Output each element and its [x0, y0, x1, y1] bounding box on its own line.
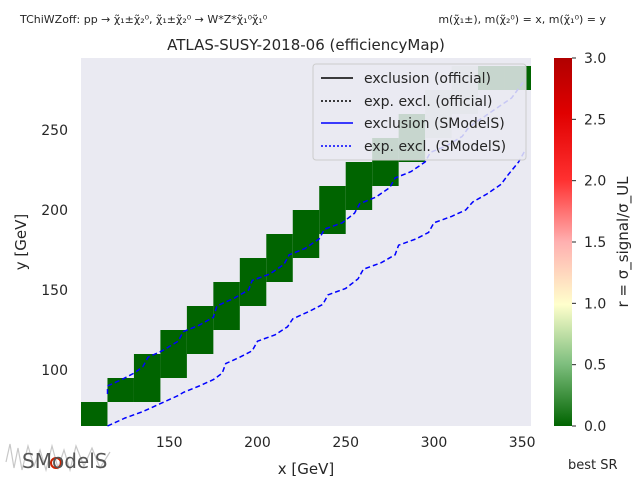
- y-tick-label: 250: [41, 123, 68, 139]
- mass-note: m(χ̃₁±), m(χ̃₂⁰) = x, m(χ̃₁⁰) = y: [438, 13, 606, 26]
- logo-wave-icon: [5, 443, 111, 473]
- heatmap-cell: [239, 258, 267, 282]
- colorbar-tick-label: 2.0: [584, 174, 606, 190]
- heatmap-cell: [319, 210, 346, 234]
- y-tick-label: 150: [41, 283, 68, 299]
- colorbar-tick-label: 3.0: [584, 51, 606, 67]
- heatmap-cell: [186, 306, 214, 330]
- exp-excl-smodels-curve: [106, 78, 527, 394]
- heatmap-cell: [81, 402, 108, 426]
- heatmap-cell: [292, 210, 320, 234]
- y-tick-label: 200: [41, 203, 68, 219]
- heatmap-cell: [213, 306, 240, 330]
- heatmap-cell: [160, 354, 187, 378]
- heatmap-cell: [107, 378, 134, 402]
- colorbar-tick-label: 1.0: [584, 296, 606, 312]
- y-tick-label: 100: [41, 363, 68, 379]
- x-tick-label: 200: [244, 435, 271, 451]
- x-tick-label: 250: [332, 435, 359, 451]
- colorbar-tick-label: 0.5: [584, 358, 606, 374]
- heatmap-cell: [319, 186, 346, 210]
- exclusion-curves: [106, 78, 527, 427]
- colorbar-label: r = σ_signal/σ_UL: [614, 176, 633, 308]
- heatmap-cell: [133, 378, 161, 402]
- colorbar-tick-label: 2.5: [584, 112, 606, 128]
- y-ticks: 100 150 200 250: [41, 123, 68, 379]
- y-axis-label: y [GeV]: [12, 214, 30, 270]
- colorbar-tick-label: 1.5: [584, 235, 606, 251]
- heatmap-cell: [160, 330, 187, 354]
- best-sr-label: best SR: [568, 458, 618, 473]
- heatmap-cell: [239, 282, 267, 306]
- heatmap-cell: [266, 258, 293, 282]
- heatmap-cell: [345, 162, 373, 186]
- x-axis-label: x [GeV]: [278, 460, 334, 478]
- colorbar-tick-label: 0.0: [584, 419, 606, 435]
- x-tick-label: 350: [509, 435, 536, 451]
- logo-dot-icon: [50, 457, 62, 469]
- heatmap-cell: [292, 234, 320, 258]
- legend-label-smodels: exclusion (SModelS): [364, 116, 505, 132]
- legend-label-exp-smodels: exp. excl. (SModelS): [364, 139, 506, 155]
- legend-label-exp-official: exp. excl. (official): [364, 94, 492, 110]
- legend-box: [312, 63, 527, 161]
- x-ticks: 150 200 250 300 350: [156, 435, 536, 451]
- heatmap-cell: [266, 234, 293, 258]
- smodels-logo: SModelS: [5, 443, 111, 473]
- heatmap-cell: [186, 330, 214, 354]
- colorbar-ticks: 0.0 0.5 1.0 1.5 2.0 2.5 3.0: [572, 51, 606, 435]
- heatmap-cell: [213, 282, 240, 306]
- logo-text: SModelS: [22, 449, 107, 473]
- heatmap-cell: [372, 162, 399, 186]
- process-label: TChiWZoff: pp → χ̃₁±χ̃₂⁰, χ̃₁±χ̃₂⁰ → W*Z…: [19, 13, 268, 26]
- x-tick-label: 150: [156, 435, 183, 451]
- x-tick-label: 300: [421, 435, 448, 451]
- colorbar: [554, 58, 572, 426]
- legend: exclusion (official) exp. excl. (officia…: [312, 63, 527, 161]
- exp-excl-smodels-curve: [107, 148, 527, 427]
- chart-title: ATLAS-SUSY-2018-06 (efficiencyMap): [167, 36, 445, 54]
- legend-label-official: exclusion (official): [364, 71, 491, 87]
